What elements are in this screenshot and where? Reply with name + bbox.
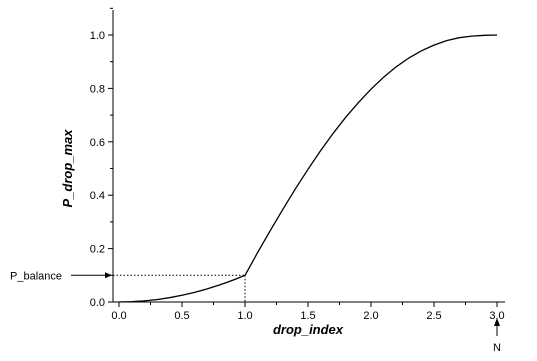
y-tick-label: 1.0 xyxy=(90,30,105,42)
y-axis-title: P_drop_max xyxy=(60,129,75,208)
axes xyxy=(112,10,505,303)
y-tick-label: 0.0 xyxy=(90,297,105,309)
x-tick-label: 1.5 xyxy=(300,310,315,322)
y-tick-label: 0.6 xyxy=(90,137,105,149)
n-arrow-head xyxy=(494,318,500,326)
plot-area xyxy=(118,34,498,303)
x-tick-label: 0.5 xyxy=(174,310,189,322)
y-tick-label: 0.8 xyxy=(90,83,105,95)
x-tick-label: 0.0 xyxy=(111,310,126,322)
x-axis-ticks: 0.0 0.5 1.0 1.5 2.0 2.5 3.0 xyxy=(111,302,505,322)
y-axis-ticks: 0.0 0.2 0.4 0.6 0.8 1.0 xyxy=(90,7,113,309)
x-tick-label: 2.0 xyxy=(363,310,378,322)
annotations: P_balance N xyxy=(10,270,501,354)
n-label: N xyxy=(493,342,501,354)
x-tick-label: 1.0 xyxy=(237,310,252,322)
series-line-0 xyxy=(118,34,498,303)
y-tick-label: 0.4 xyxy=(90,190,105,202)
balance-label: P_balance xyxy=(10,270,62,282)
x-axis-title: drop_index xyxy=(273,322,344,337)
x-tick-label: 2.5 xyxy=(426,310,441,322)
x-tick-label: 3.0 xyxy=(489,310,504,322)
y-tick-label: 0.2 xyxy=(90,244,105,256)
balance-arrow-head xyxy=(105,272,112,279)
